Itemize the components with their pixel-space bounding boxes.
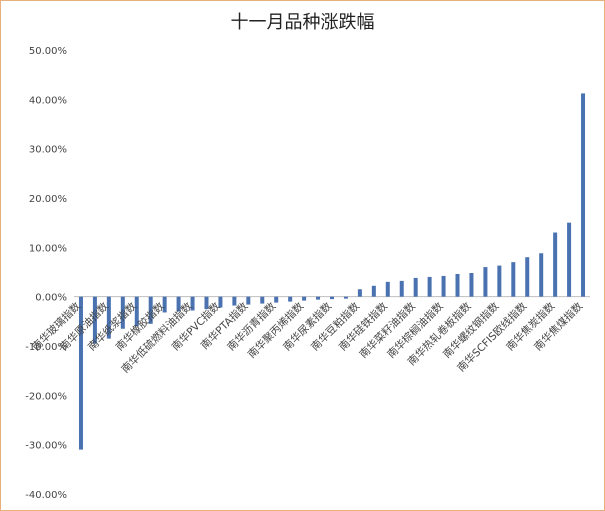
bar [525,257,530,297]
bar [232,296,237,306]
bar [106,296,111,339]
y-tick-label: -10.00% [25,342,67,353]
bar [78,296,83,450]
bar [176,296,181,312]
bar [497,265,502,297]
chart-title: 十一月品种涨跌幅 [230,12,375,33]
y-tick-label: 30.00% [29,145,67,156]
y-tick-label: 20.00% [29,194,67,205]
bar [148,296,153,324]
y-tick-label: 0.00% [35,293,67,304]
bar [274,296,279,303]
y-tick-label: 10.00% [29,243,67,254]
y-tick-label: -20.00% [25,391,67,402]
bar [399,280,404,297]
bar [357,289,362,297]
y-tick-label: 40.00% [29,95,67,106]
bar [385,281,390,297]
bar [162,296,167,313]
y-tick-label: -40.00% [25,490,67,501]
bar [190,296,195,311]
bar [302,296,307,301]
bar [134,296,139,327]
bar [288,296,293,302]
bar [511,262,516,297]
bar [316,296,321,300]
bar [455,273,460,297]
bar [246,296,251,305]
bar [427,276,432,297]
bar [539,253,544,297]
bar [567,222,572,297]
bar [553,232,558,297]
bar [441,275,446,297]
y-tick-label: 50.00% [29,46,67,57]
bar [469,272,474,297]
bar [330,296,334,300]
bar [581,93,586,297]
y-tick-label: -30.00% [25,441,67,452]
bar [218,296,223,308]
bar [120,296,125,329]
bar [204,296,209,309]
bar [413,277,418,297]
bar [371,285,376,297]
bar [92,296,97,344]
bar [343,296,348,299]
bar [483,267,488,297]
bar [260,296,265,304]
